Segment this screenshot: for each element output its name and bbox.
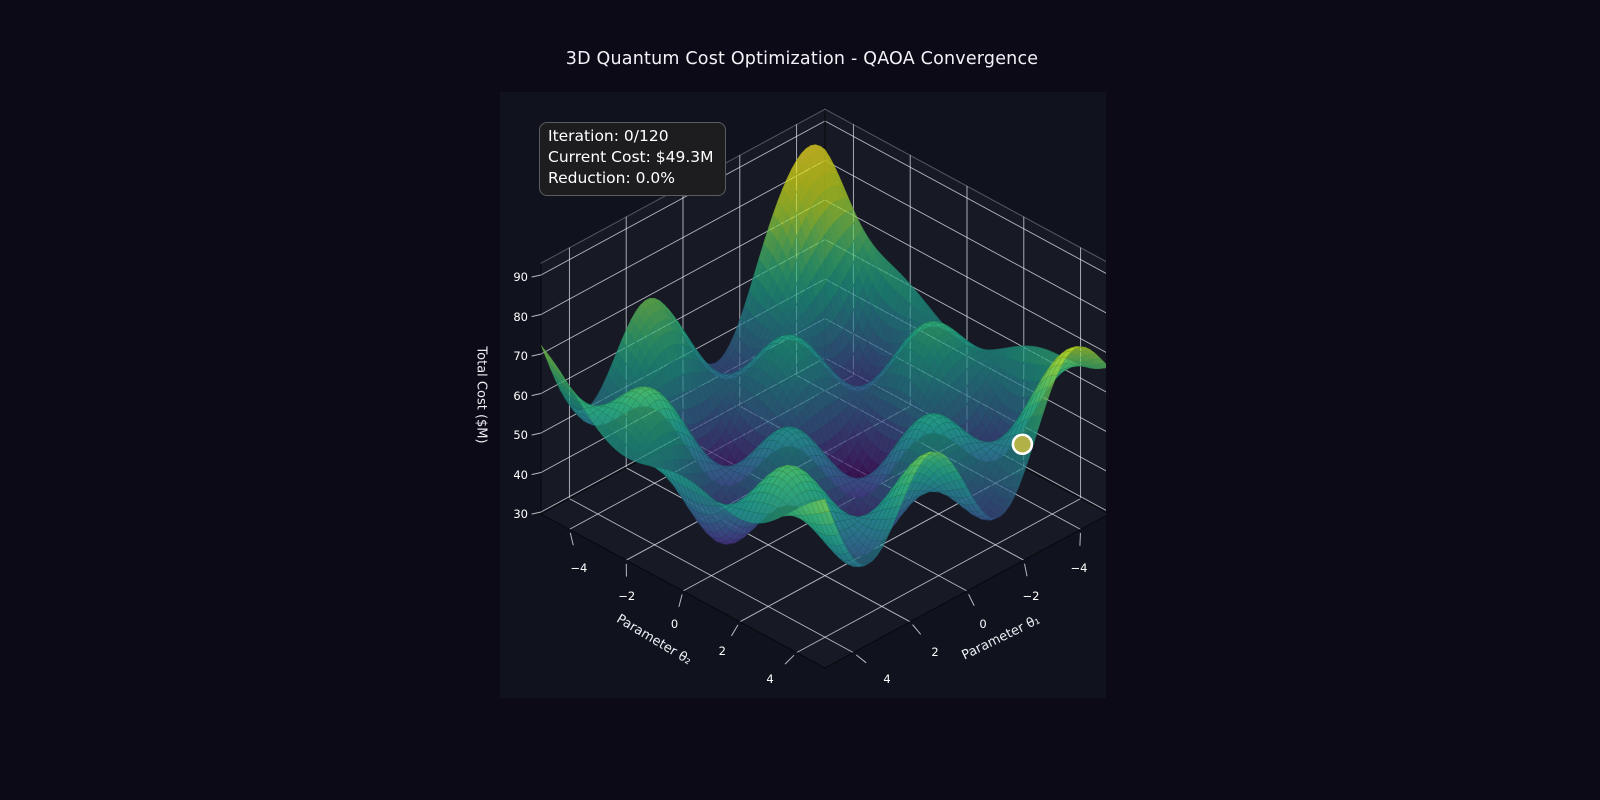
ztick-label: 30 (513, 507, 528, 522)
theta2-tick-label: −2 (618, 588, 636, 603)
theta1-tick-label: 4 (883, 672, 891, 687)
theta2-tick-label: 2 (718, 644, 726, 659)
reduction-text: Reduction: 0.0% (548, 169, 676, 187)
iteration-text: Iteration: 0/120 (548, 127, 669, 145)
chart-title: 3D Quantum Cost Optimization - QAOA Conv… (565, 49, 1039, 69)
theta1-tick-label: 2 (931, 644, 939, 659)
ztick-label: 50 (513, 428, 528, 443)
ztick-label: 70 (513, 349, 528, 364)
theta1-tick-label: −2 (1022, 589, 1040, 603)
plot-panel: Iteration: 0/120 Current Cost: $49.3M Re… (500, 92, 1106, 698)
current-cost-text: Current Cost: $49.3M (548, 148, 714, 166)
theta2-tick-label: −4 (570, 560, 588, 575)
theta1-tick-label: −4 (1070, 561, 1088, 576)
ztick-label: 40 (513, 467, 528, 482)
ztick-label: 80 (513, 309, 528, 324)
theta1-tick-label: 0 (979, 616, 987, 631)
ztick-label: 90 (513, 270, 528, 285)
theta2-tick-label: 0 (670, 616, 679, 631)
z-axis-label: Total Cost ($M) (473, 346, 489, 444)
theta2-tick-label: 4 (766, 672, 774, 687)
ztick-label: 60 (513, 388, 528, 403)
iteration-info-box: Iteration: 0/120 Current Cost: $49.3M Re… (539, 122, 726, 196)
